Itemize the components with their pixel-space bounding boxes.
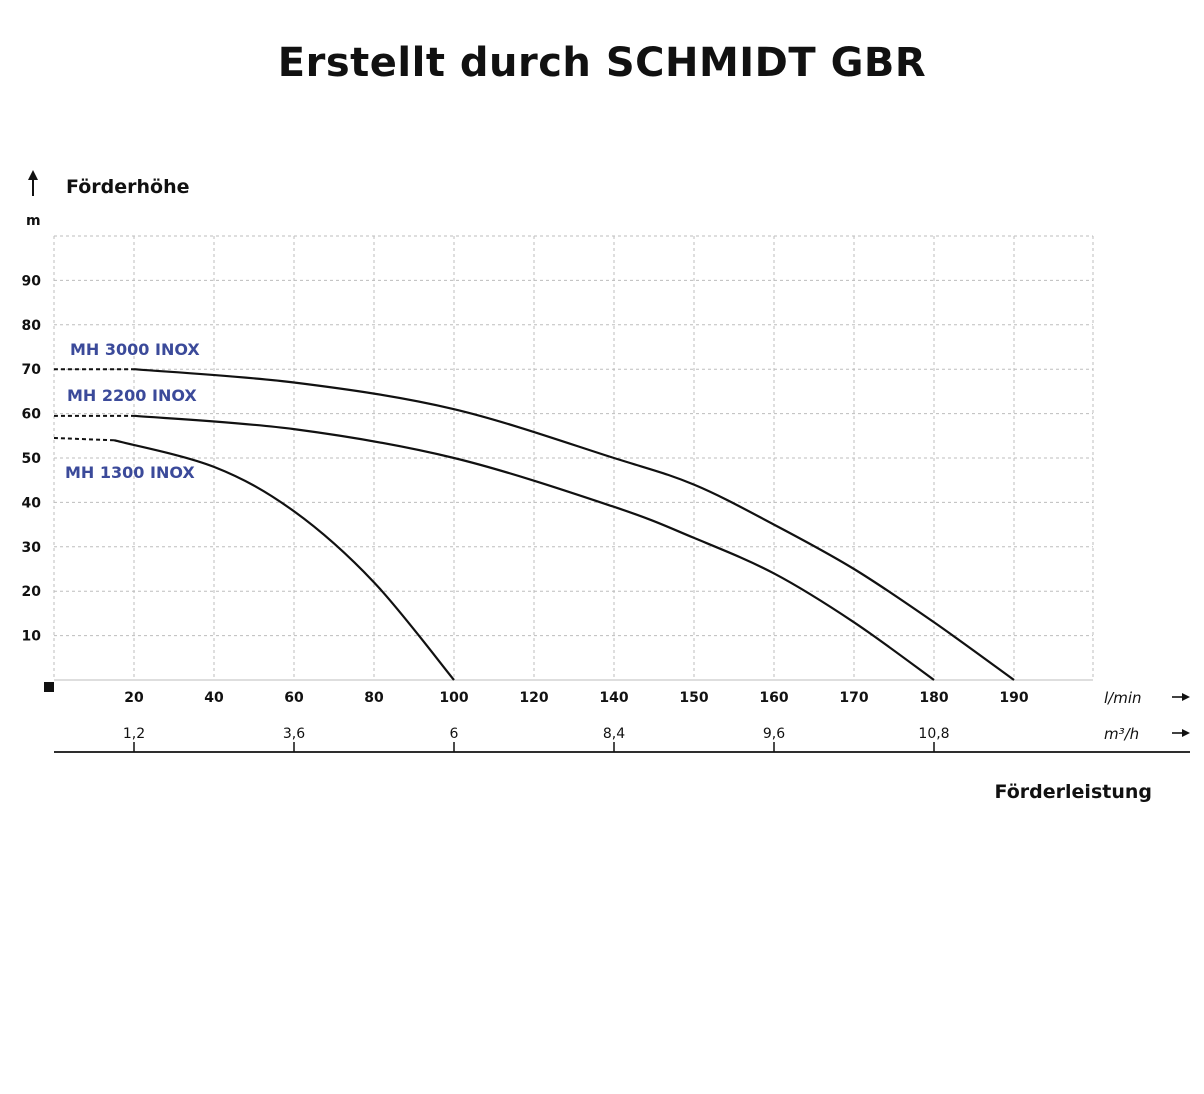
x-tick-label: 160 xyxy=(759,690,788,706)
x-tick-label: 180 xyxy=(919,690,948,706)
x2-tick-label: 8,4 xyxy=(603,726,625,742)
x2-tick-label: 9,6 xyxy=(763,726,785,742)
x-tick-label: 170 xyxy=(839,690,868,706)
page-title: Erstellt durch SCHMIDT GBR xyxy=(277,40,927,86)
curve-solid-segment xyxy=(133,414,935,681)
x-tick-label: 140 xyxy=(599,690,628,706)
y-tick-label: 10 xyxy=(22,629,42,645)
curve-solid-segment xyxy=(133,368,1015,681)
y-tick-label: 80 xyxy=(22,318,42,334)
x-tick-label: 40 xyxy=(204,690,224,706)
y-axis-arrow-head xyxy=(28,170,38,180)
series-label: MH 2200 INOX xyxy=(67,386,197,405)
grid xyxy=(53,235,1094,681)
x-tick-labels: 20 40 60 80 100 120 140 150 160 170 180 190 xyxy=(124,690,1029,706)
x2-tick-labels: 1,2 3,6 6 8,4 9,6 10,8 xyxy=(123,726,950,752)
curve-solid-segment xyxy=(113,439,455,681)
x-axis-title: Förderleistung xyxy=(995,781,1152,803)
y-tick-label: 90 xyxy=(22,273,42,289)
origin-marker xyxy=(44,682,54,692)
y-tick-label: 50 xyxy=(22,451,42,467)
x-tick-label: 190 xyxy=(999,690,1028,706)
x-tick-label: 80 xyxy=(364,690,384,706)
curves xyxy=(53,368,1015,681)
x2-tick-label: 10,8 xyxy=(918,726,949,742)
x2-axis-arrow-head xyxy=(1182,729,1190,737)
x-tick-label: 150 xyxy=(679,690,708,706)
x-tick-label: 20 xyxy=(124,690,144,706)
series-label: MH 1300 INOX xyxy=(65,463,195,482)
y-axis-title: Förderhöhe xyxy=(66,176,189,198)
y-tick-label: 30 xyxy=(22,540,42,556)
x-axis-unit: l/min xyxy=(1104,689,1142,707)
y-tick-label: 70 xyxy=(22,362,42,378)
y-tick-labels: 10 20 30 40 50 60 70 80 90 xyxy=(22,273,42,644)
y-tick-label: 60 xyxy=(22,407,42,423)
y-tick-label: 20 xyxy=(22,584,42,600)
y-tick-label: 40 xyxy=(22,495,42,511)
x2-axis-unit: m³/h xyxy=(1104,725,1139,743)
x2-tick-label: 1,2 xyxy=(123,726,145,742)
x2-tick-label: 6 xyxy=(450,726,459,742)
x-axis-arrow-head xyxy=(1182,693,1190,701)
y-axis-unit: m xyxy=(26,213,41,229)
x2-tick-label: 3,6 xyxy=(283,726,305,742)
curve-dashed-segment xyxy=(53,437,115,442)
x-tick-label: 100 xyxy=(439,690,468,706)
x-tick-label: 60 xyxy=(284,690,304,706)
series-label: MH 3000 INOX xyxy=(70,340,200,359)
x-tick-label: 120 xyxy=(519,690,548,706)
series-labels: MH 3000 INOX MH 2200 INOX MH 1300 INOX xyxy=(65,340,200,482)
